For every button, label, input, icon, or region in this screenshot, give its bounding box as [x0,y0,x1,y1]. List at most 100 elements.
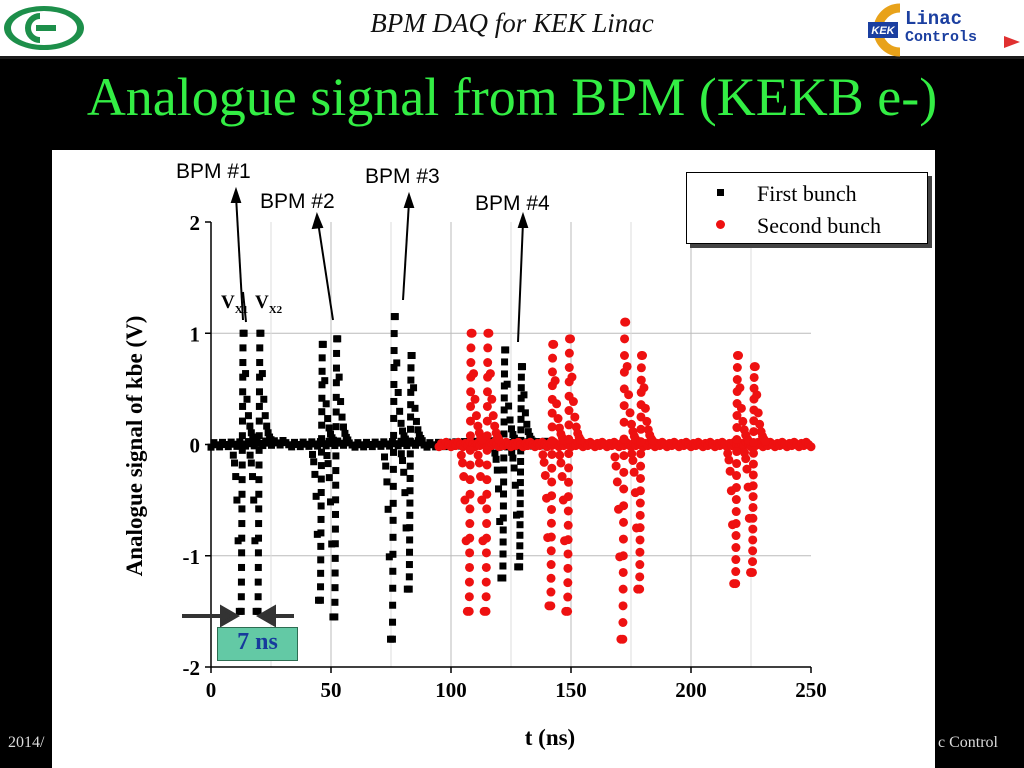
first-bunch-point [509,431,517,439]
first-bunch-point [243,395,251,403]
second-bunch-point [635,498,645,508]
first-bunch-point [382,462,390,470]
first-bunch-point [305,442,313,450]
first-bunch-point [255,534,263,542]
first-bunch-point [246,451,254,459]
first-bunch-point [250,436,258,444]
first-bunch-point [324,415,332,423]
second-bunch-point [540,470,550,480]
first-bunch-point [331,540,339,548]
first-bunch-point [331,569,339,577]
first-bunch-point [407,413,415,421]
second-bunch-point [731,567,741,577]
y-tick-label: 0 [190,434,201,458]
first-bunch-point [499,550,507,558]
first-bunch-point [238,476,246,484]
second-bunch-point [483,358,493,368]
y-tick-label: -1 [183,545,201,569]
second-bunch-point [465,548,475,558]
second-bunch-point [750,362,760,372]
second-bunch-point [728,520,738,530]
first-bunch-point [513,511,521,519]
second-bunch-point [755,419,765,429]
second-bunch-point [752,390,762,400]
first-bunch-point [238,417,246,425]
y-tick-label: -2 [183,656,201,680]
second-bunch-point [636,363,646,373]
first-bunch-point [264,429,272,437]
first-bunch-point [332,408,340,416]
first-bunch-point [400,468,408,476]
second-bunch-point [478,536,488,546]
second-bunch-point [732,423,742,433]
bpm2-label: BPM #2 [260,190,335,213]
second-bunch-point [563,549,573,559]
y-axis-label: Analogue signal of kbe (V) [122,316,147,577]
first-bunch-point [339,441,347,449]
first-bunch-point [317,475,325,483]
chart-legend: First bunch Second bunch [686,172,928,244]
first-bunch-point [313,530,321,538]
first-bunch-point [523,420,531,428]
second-bunch-point [622,361,632,371]
first-bunch-point [255,476,263,484]
first-bunch-point [389,465,397,473]
second-bunch-point [481,592,491,602]
second-bunch-point [748,502,758,512]
first-bunch-point [250,496,258,504]
first-bunch-point [317,569,325,577]
first-bunch-point [496,518,504,526]
second-bunch-point [740,448,750,458]
first-bunch-point [318,408,326,416]
second-bunch-point [563,563,573,573]
first-bunch-point [517,468,525,476]
second-bunch-point [539,457,549,467]
first-bunch-point [511,481,519,489]
second-bunch-point [564,406,574,416]
second-bunch-point [732,411,742,421]
slide-title: Analogue signal from BPM (KEKB e-) [86,67,938,127]
second-bunch-point [749,372,759,382]
second-bunch-point [635,560,645,570]
second-bunch-point [546,560,556,570]
first-bunch-point [399,427,407,435]
first-bunch-point [332,467,340,475]
first-bunch-point [389,550,397,558]
first-bunch-point [406,536,414,544]
second-bunch-point [465,460,475,470]
second-bunch-point [744,513,754,523]
second-bunch-point [626,419,636,429]
first-bunch-point [317,583,325,591]
first-bunch-point [517,415,525,423]
second-bunch-point [732,435,742,445]
first-bunch-point [516,500,524,508]
first-bunch-point [216,443,224,451]
header-divider [0,56,1024,59]
first-bunch-point [322,400,330,408]
first-bunch-point [381,453,389,461]
second-bunch-point [474,458,484,468]
first-bunch-point [501,358,509,366]
first-bunch-point [401,489,409,497]
second-bunch-point [732,459,742,469]
second-bunch-point [731,543,741,553]
bpm1-arrow-line-b [242,291,247,323]
first-bunch-point [254,549,262,557]
first-bunch-point [499,526,507,534]
first-bunch-point [520,391,528,399]
second-bunch-point [748,448,758,458]
first-bunch-point [405,561,413,569]
second-bunch-point [731,495,741,505]
first-bunch-point [500,466,508,474]
first-bunch-point [238,490,246,498]
first-bunch-point [334,335,342,343]
second-bunch-point [619,517,629,527]
first-bunch-point [324,460,332,468]
first-bunch-point [423,443,431,451]
second-bunch-point [494,435,504,445]
first-bunch-point [247,429,255,437]
legend-square-marker [717,189,724,196]
first-bunch-point [239,359,247,367]
first-bunch-point [322,442,330,450]
second-bunch-point [460,495,470,505]
